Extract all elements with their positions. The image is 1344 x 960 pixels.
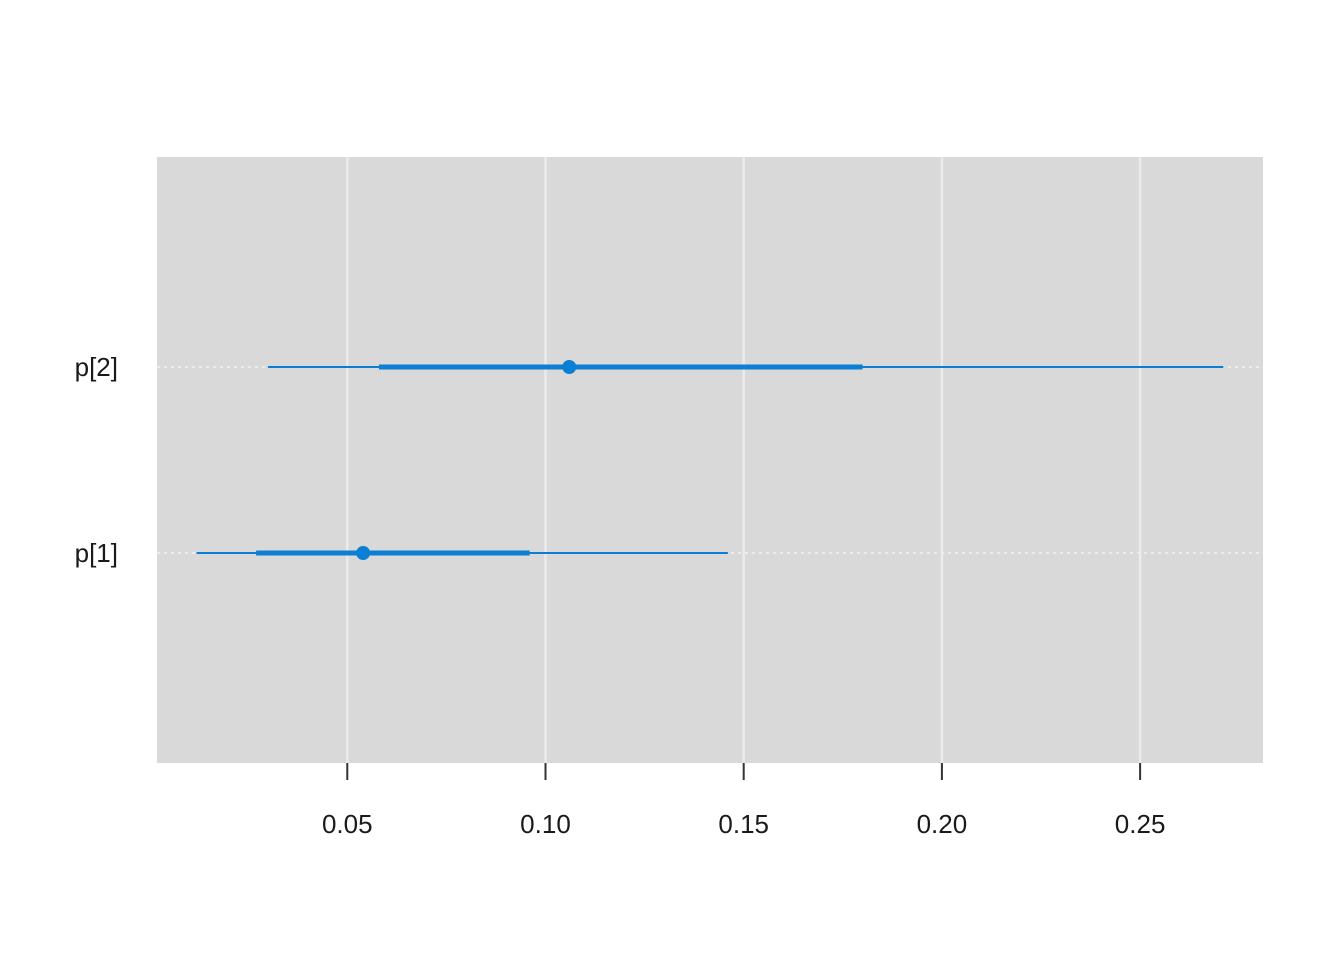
- parameter-labels: p[2] p[1]: [75, 352, 118, 568]
- x-tick-label: 0.10: [520, 809, 571, 839]
- grid-lines: [346, 157, 1142, 763]
- x-tick-label: 0.05: [322, 809, 373, 839]
- x-tick-label: 0.15: [718, 809, 769, 839]
- plot-panel: [157, 157, 1263, 763]
- parameter-label: p[1]: [75, 538, 118, 568]
- x-tick-label: 0.25: [1115, 809, 1166, 839]
- interval-marks: [196, 360, 1224, 560]
- point-estimate-p[2]: [562, 360, 577, 374]
- parameter-label: p[2]: [75, 352, 118, 382]
- x-axis: 0.05 0.10 0.15 0.20 0.25: [322, 763, 1165, 839]
- x-tick-label: 0.20: [917, 809, 968, 839]
- point-estimate-p[1]: [356, 546, 371, 560]
